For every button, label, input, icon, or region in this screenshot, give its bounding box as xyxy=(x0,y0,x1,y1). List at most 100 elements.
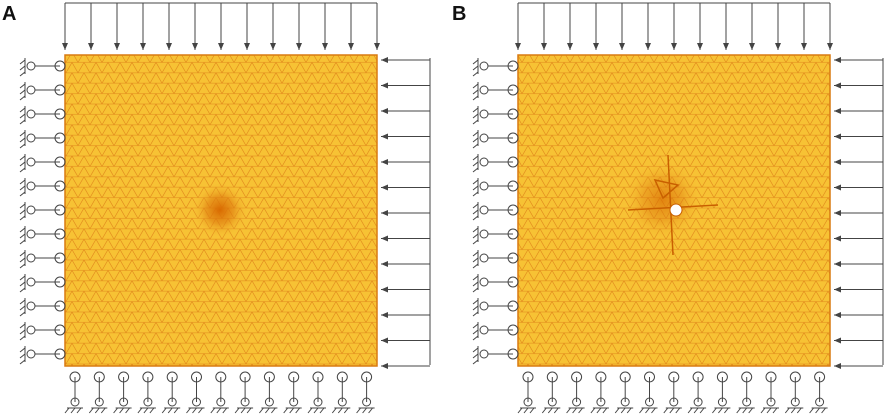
support-ground xyxy=(137,407,156,414)
support-roller xyxy=(26,181,36,191)
support-roller xyxy=(54,204,66,216)
support-roller xyxy=(94,397,104,407)
support-ground xyxy=(736,407,755,414)
support-roller xyxy=(507,204,519,216)
support-ground xyxy=(88,407,108,414)
support-roller xyxy=(766,397,776,407)
support-ground xyxy=(472,82,479,101)
support-ground xyxy=(784,407,804,414)
support-roller xyxy=(239,371,251,383)
support-roller xyxy=(69,371,81,383)
support-roller xyxy=(54,252,66,264)
support-roller xyxy=(26,229,36,239)
support-ground xyxy=(472,58,479,77)
support-roller xyxy=(118,371,130,383)
support-roller xyxy=(668,371,680,383)
support-ground xyxy=(19,82,26,101)
support-ground xyxy=(19,58,26,77)
support-ground xyxy=(259,407,278,414)
support-ground xyxy=(809,407,828,414)
support-roller xyxy=(240,397,250,407)
support-ground xyxy=(19,298,26,317)
support-roller xyxy=(143,397,153,407)
support-roller xyxy=(479,277,489,287)
support-roller xyxy=(572,397,582,407)
support-ground xyxy=(472,106,479,125)
support-roller xyxy=(313,397,323,407)
panel-label: B xyxy=(452,3,466,25)
support-roller xyxy=(814,371,826,383)
support-roller xyxy=(215,371,227,383)
support-ground xyxy=(472,298,479,317)
support-roller xyxy=(54,300,66,312)
support-ground xyxy=(472,130,479,149)
support-roller xyxy=(263,371,275,383)
support-roller xyxy=(26,277,36,287)
support-roller xyxy=(595,371,607,383)
support-roller xyxy=(507,276,519,288)
support-ground xyxy=(19,202,26,221)
support-roller xyxy=(479,205,489,215)
support-ground xyxy=(472,274,479,293)
support-roller xyxy=(546,371,558,383)
support-roller xyxy=(336,371,348,383)
support-roller xyxy=(479,61,489,71)
support-roller xyxy=(54,324,66,336)
support-roller xyxy=(479,301,489,311)
support-roller xyxy=(119,397,129,407)
support-roller xyxy=(54,60,66,72)
support-ground xyxy=(472,322,479,341)
support-roller xyxy=(507,156,519,168)
support-roller xyxy=(361,371,373,383)
support-ground xyxy=(472,346,479,365)
support-roller xyxy=(54,348,66,360)
support-roller xyxy=(191,371,202,383)
support-roller xyxy=(54,180,66,192)
support-roller xyxy=(362,397,372,407)
support-roller xyxy=(522,371,534,383)
support-roller xyxy=(765,371,777,383)
support-ground xyxy=(234,407,254,414)
support-roller xyxy=(507,300,519,312)
support-roller xyxy=(288,371,300,383)
support-ground xyxy=(472,154,479,173)
support-roller xyxy=(596,397,606,407)
support-roller xyxy=(479,109,489,119)
support-roller xyxy=(507,228,519,240)
support-roller xyxy=(479,157,489,167)
support-roller xyxy=(571,371,583,383)
support-roller xyxy=(669,397,679,407)
refinement xyxy=(623,160,703,240)
support-ground xyxy=(19,274,26,293)
support-roller xyxy=(523,397,533,407)
support-ground xyxy=(760,407,779,414)
support-ground xyxy=(210,407,229,414)
support-roller xyxy=(479,85,489,95)
support-roller xyxy=(167,397,177,407)
support-roller xyxy=(312,371,324,383)
support-roller xyxy=(507,60,519,72)
hole xyxy=(669,203,683,217)
support-roller xyxy=(716,371,728,383)
support-ground xyxy=(64,407,83,414)
support-ground xyxy=(283,407,302,414)
support-roller xyxy=(620,397,630,407)
refinement xyxy=(192,182,248,238)
support-roller xyxy=(789,371,801,383)
support-ground xyxy=(356,407,375,414)
support-roller xyxy=(619,371,631,383)
support-ground xyxy=(19,154,26,173)
support-ground xyxy=(19,130,26,149)
support-roller xyxy=(741,371,753,383)
support-roller xyxy=(289,397,299,407)
support-ground xyxy=(307,407,326,414)
support-roller xyxy=(26,61,36,71)
support-roller xyxy=(54,132,66,144)
support-roller xyxy=(26,301,36,311)
support-roller xyxy=(742,397,752,407)
support-ground xyxy=(472,250,479,269)
support-ground xyxy=(687,407,707,414)
support-roller xyxy=(26,109,36,119)
support-roller xyxy=(26,205,36,215)
support-ground xyxy=(712,407,731,414)
